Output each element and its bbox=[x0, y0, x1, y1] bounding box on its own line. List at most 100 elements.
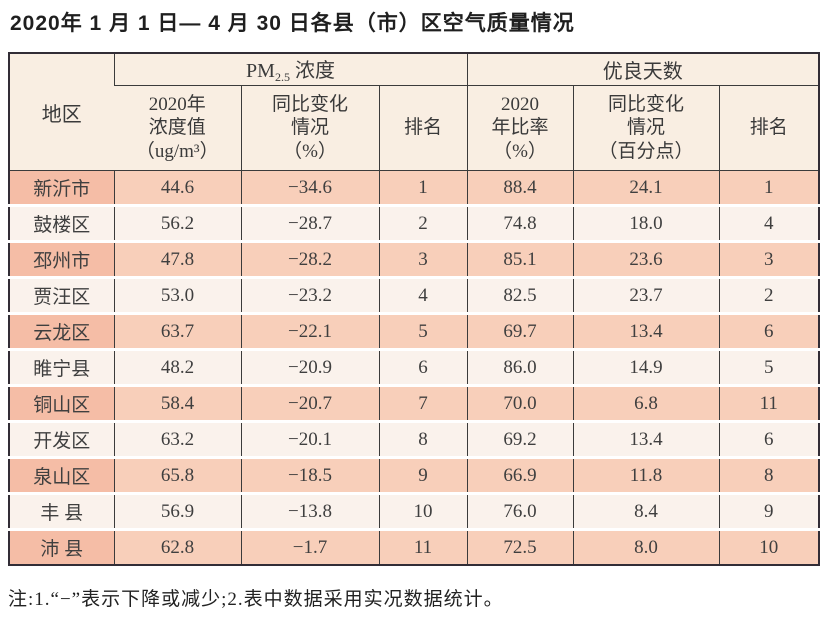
good-change-cell: 23.7 bbox=[572, 276, 720, 314]
table-row: 邳州市 47.8 −28.2 3 85.1 23.6 3 bbox=[9, 240, 820, 278]
col-header-pm-value: 2020年 浓度值 （ug/m³） bbox=[114, 85, 241, 171]
table-row: 新沂市 44.6 −34.6 1 88.4 24.1 1 bbox=[9, 170, 820, 206]
table-row: 云龙区 63.7 −22.1 5 69.7 13.4 6 bbox=[9, 312, 820, 350]
table-row: 鼓楼区 56.2 −28.7 2 74.8 18.0 4 bbox=[9, 204, 820, 242]
pm-value-cell: 63.7 bbox=[113, 312, 241, 350]
good-change-cell: 8.0 bbox=[572, 528, 720, 566]
table-body: 新沂市 44.6 −34.6 1 88.4 24.1 1 鼓楼区 56.2 −2… bbox=[9, 170, 820, 566]
pm-rank-cell: 3 bbox=[378, 240, 468, 278]
col-header-good-change: 同比变化 情况 （百分点） bbox=[572, 85, 720, 171]
page-title: 2020年 1 月 1 日— 4 月 30 日各县（市）区空气质量情况 bbox=[10, 12, 575, 35]
header-sub-row: 2020年 浓度值 （ug/m³） 同比变化 情况 （%） 排名 2020 年比… bbox=[9, 85, 820, 171]
table-row: 泉山区 65.8 −18.5 9 66.9 11.8 8 bbox=[9, 456, 820, 494]
region-cell: 鼓楼区 bbox=[9, 204, 114, 242]
region-cell: 丰 县 bbox=[9, 492, 114, 530]
pm-value-cell: 65.8 bbox=[113, 456, 241, 494]
good-ratio-cell: 74.8 bbox=[466, 204, 574, 242]
region-cell: 贾汪区 bbox=[9, 276, 114, 314]
good-rank-cell: 1 bbox=[718, 170, 820, 206]
col-header-good-rank: 排名 bbox=[718, 85, 820, 171]
col-group-good-days: 优良天数 bbox=[466, 53, 820, 87]
pm-rank-cell: 2 bbox=[378, 204, 468, 242]
pm-change-cell: −22.1 bbox=[240, 312, 379, 350]
good-rank-cell: 10 bbox=[718, 528, 820, 566]
pm-rank-cell: 9 bbox=[378, 456, 468, 494]
pm-rank-cell: 7 bbox=[378, 384, 468, 422]
region-cell: 睢宁县 bbox=[9, 348, 114, 386]
good-ratio-cell: 76.0 bbox=[466, 492, 574, 530]
pm-change-cell: −28.7 bbox=[240, 204, 379, 242]
col-group-pm25: PM2.5 浓度 bbox=[113, 53, 468, 87]
pm-rank-cell: 10 bbox=[378, 492, 468, 530]
pm-rank-cell: 1 bbox=[378, 170, 468, 206]
col-header-pm-change: 同比变化 情况 （%） bbox=[240, 85, 379, 171]
pm-change-cell: −1.7 bbox=[240, 528, 379, 566]
pm-value-cell: 58.4 bbox=[113, 384, 241, 422]
pm25-label-prefix: PM bbox=[246, 60, 275, 83]
pm-change-cell: −28.2 bbox=[240, 240, 379, 278]
good-rank-cell: 5 bbox=[718, 348, 820, 386]
pm-rank-cell: 5 bbox=[378, 312, 468, 350]
good-rank-cell: 2 bbox=[718, 276, 820, 314]
region-cell: 沛 县 bbox=[9, 528, 114, 566]
good-ratio-cell: 70.0 bbox=[466, 384, 574, 422]
pm-value-cell: 62.8 bbox=[113, 528, 241, 566]
pm-rank-cell: 4 bbox=[378, 276, 468, 314]
good-change-cell: 13.4 bbox=[572, 312, 720, 350]
pm-value-cell: 56.9 bbox=[113, 492, 241, 530]
good-change-cell: 8.4 bbox=[572, 492, 720, 530]
good-ratio-cell: 69.2 bbox=[466, 420, 574, 458]
table-row: 丰 县 56.9 −13.8 10 76.0 8.4 9 bbox=[9, 492, 820, 530]
good-change-cell: 24.1 bbox=[572, 170, 720, 206]
good-ratio-cell: 69.7 bbox=[466, 312, 574, 350]
air-quality-table: 地区 PM2.5 浓度 优良天数 2020年 浓度值 （ug/m³） 同比变化 … bbox=[8, 52, 821, 567]
good-ratio-cell: 82.5 bbox=[466, 276, 574, 314]
col-header-pm-rank: 排名 bbox=[378, 85, 468, 171]
pm-rank-cell: 11 bbox=[378, 528, 468, 566]
table-row: 铜山区 58.4 −20.7 7 70.0 6.8 11 bbox=[9, 384, 820, 422]
pm-rank-cell: 8 bbox=[378, 420, 468, 458]
pm-value-cell: 53.0 bbox=[113, 276, 241, 314]
table-row: 沛 县 62.8 −1.7 11 72.5 8.0 10 bbox=[9, 528, 820, 566]
good-change-cell: 18.0 bbox=[572, 204, 720, 242]
col-header-good-ratio: 2020 年比率 （%） bbox=[466, 85, 574, 171]
region-cell: 邳州市 bbox=[9, 240, 114, 278]
table-row: 贾汪区 53.0 −23.2 4 82.5 23.7 2 bbox=[9, 276, 820, 314]
good-change-cell: 11.8 bbox=[572, 456, 720, 494]
good-rank-cell: 3 bbox=[718, 240, 820, 278]
pm-value-cell: 44.6 bbox=[113, 170, 241, 206]
good-rank-cell: 11 bbox=[718, 384, 820, 422]
pm-change-cell: −20.7 bbox=[240, 384, 379, 422]
pm-change-cell: −20.9 bbox=[240, 348, 379, 386]
region-cell: 铜山区 bbox=[9, 384, 114, 422]
pm-value-cell: 56.2 bbox=[113, 204, 241, 242]
region-cell: 新沂市 bbox=[9, 170, 114, 206]
region-cell: 泉山区 bbox=[9, 456, 114, 494]
pm-change-cell: −18.5 bbox=[240, 456, 379, 494]
pm-change-cell: −20.1 bbox=[240, 420, 379, 458]
pm-value-cell: 63.2 bbox=[113, 420, 241, 458]
pm-change-cell: −23.2 bbox=[240, 276, 379, 314]
table-row: 睢宁县 48.2 −20.9 6 86.0 14.9 5 bbox=[9, 348, 820, 386]
table-header: 地区 PM2.5 浓度 优良天数 2020年 浓度值 （ug/m³） 同比变化 … bbox=[9, 53, 820, 172]
good-ratio-cell: 85.1 bbox=[466, 240, 574, 278]
pm-rank-cell: 6 bbox=[378, 348, 468, 386]
col-header-region: 地区 bbox=[9, 53, 114, 172]
good-ratio-cell: 66.9 bbox=[466, 456, 574, 494]
good-change-cell: 14.9 bbox=[572, 348, 720, 386]
good-rank-cell: 9 bbox=[718, 492, 820, 530]
good-change-cell: 6.8 bbox=[572, 384, 720, 422]
good-change-cell: 23.6 bbox=[572, 240, 720, 278]
pm-change-cell: −34.6 bbox=[240, 170, 379, 206]
pm25-label-suffix: 浓度 bbox=[289, 60, 335, 83]
good-ratio-cell: 88.4 bbox=[466, 170, 574, 206]
pm-value-cell: 47.8 bbox=[113, 240, 241, 278]
good-ratio-cell: 86.0 bbox=[466, 348, 574, 386]
table-row: 开发区 63.2 −20.1 8 69.2 13.4 6 bbox=[9, 420, 820, 458]
region-cell: 开发区 bbox=[9, 420, 114, 458]
header-group-row: 地区 PM2.5 浓度 优良天数 bbox=[9, 53, 820, 172]
pm25-label-subscript: 2.5 bbox=[274, 70, 290, 85]
region-cell: 云龙区 bbox=[9, 312, 114, 350]
pm-value-cell: 48.2 bbox=[113, 348, 241, 386]
